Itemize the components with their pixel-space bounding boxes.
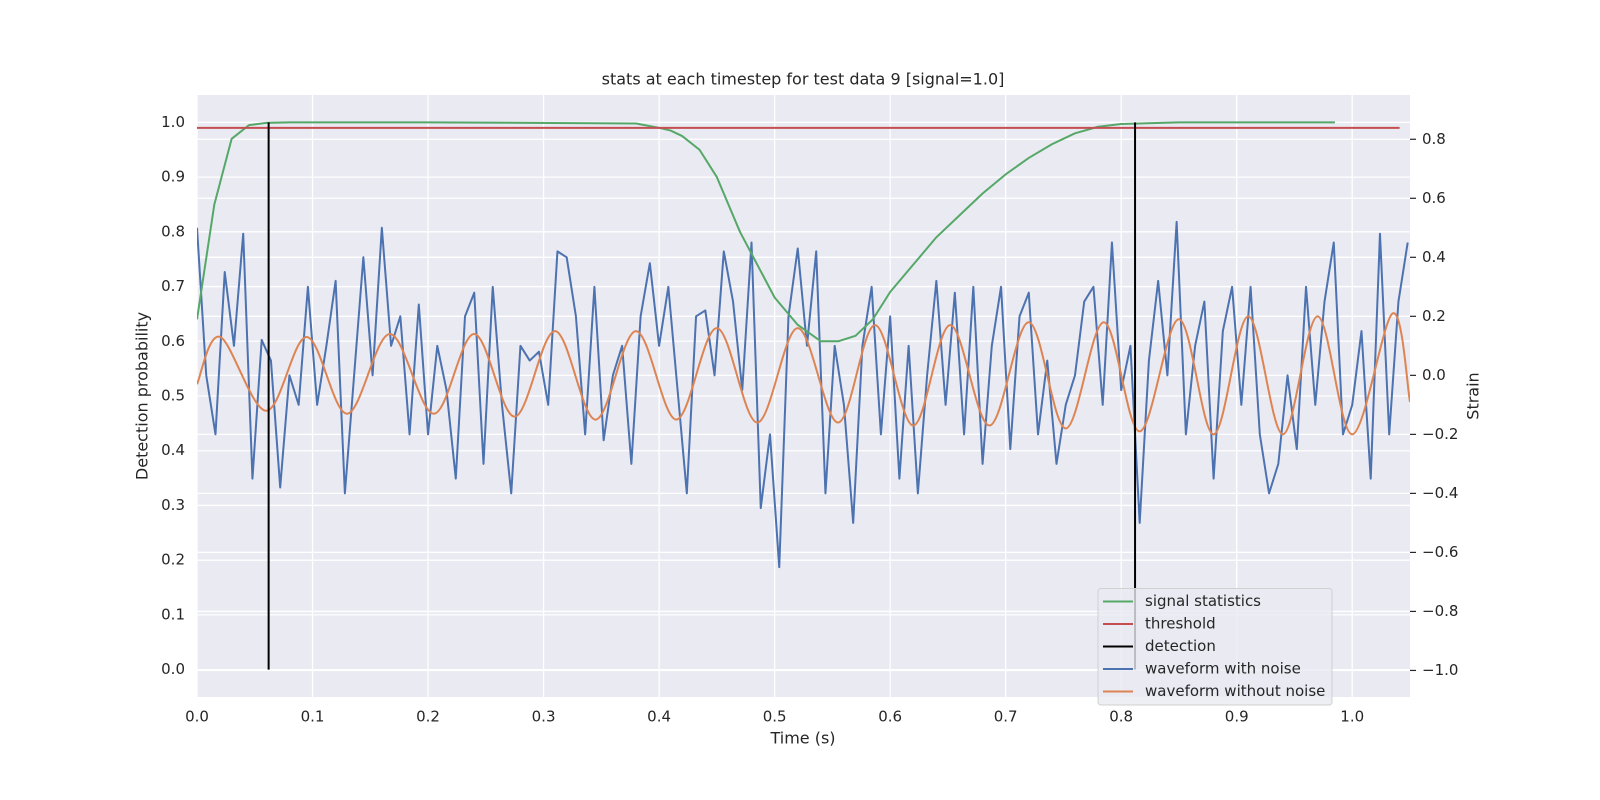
y2-tick-label: 0.6 [1422,189,1446,207]
y2-tick-label: 0.2 [1422,307,1446,325]
y-tick-label: 0.3 [161,496,185,514]
legend-label: waveform without noise [1145,682,1325,700]
x-tick-label: 0.6 [878,708,902,726]
legend-box [1097,588,1333,706]
y2-tick-label: −0.2 [1422,425,1458,443]
chart-title: stats at each timestep for test data 9 [… [602,70,1005,89]
y-tick-label: 0.9 [161,168,185,186]
x-tick-label: 0.7 [994,708,1018,726]
y2-tick-label: −1.0 [1422,661,1458,679]
x-tick-label: 0.5 [763,708,787,726]
x-tick-label: 1.0 [1340,708,1364,726]
x-tick-label: 0.4 [647,708,671,726]
y-tick-label: 0.1 [161,605,185,623]
series-line [197,312,1410,436]
y-tick-label: 0.0 [161,660,185,678]
y-tick-label: 0.6 [161,332,185,350]
x-tick-label: 0.0 [185,708,209,726]
x-tick-label: 0.2 [416,708,440,726]
series-line [197,220,1409,569]
legend-label: waveform with noise [1145,660,1301,678]
y-tick-label: 0.5 [161,387,185,405]
x-axis-label: Time (s) [769,729,835,748]
y-tick-label: 0.8 [161,222,185,240]
series-line [197,121,1335,343]
x-tick-label: 0.8 [1109,708,1133,726]
x-tick-label: 0.9 [1225,708,1249,726]
x-tick-label: 0.3 [532,708,556,726]
y-tick-label: 0.2 [161,551,185,569]
y2-tick-label: −0.4 [1422,484,1458,502]
y-tick-label: 0.4 [161,441,185,459]
y2-tick-label: −0.6 [1422,543,1458,561]
legend-label: detection [1145,637,1216,655]
legend-label: signal statistics [1145,592,1261,610]
y-tick-label: 1.0 [161,113,185,131]
x-tick-label: 0.1 [301,708,325,726]
y-tick-label: 0.7 [161,277,185,295]
y-axis-label: Detection probability [133,312,152,480]
y2-axis-label: Strain [1464,372,1483,419]
y2-tick-label: 0.0 [1422,366,1446,384]
legend-label: threshold [1145,615,1216,633]
y2-tick-label: −0.8 [1422,602,1458,620]
y2-tick-label: 0.4 [1422,248,1446,266]
y2-tick-label: 0.8 [1422,130,1446,148]
